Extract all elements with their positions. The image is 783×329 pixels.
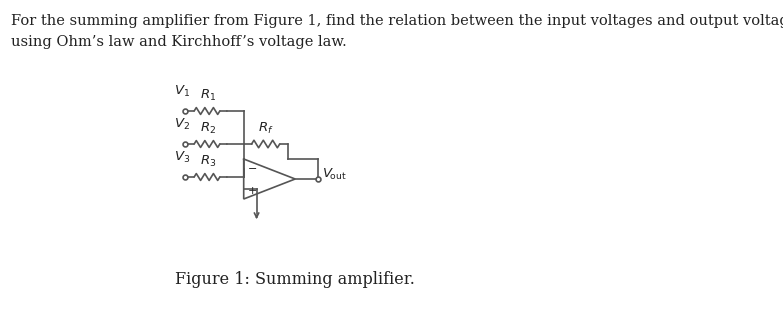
Text: $R_1$: $R_1$	[200, 88, 216, 103]
Text: $-$: $-$	[247, 162, 258, 172]
Text: $V_1$: $V_1$	[175, 84, 190, 99]
Text: $+$: $+$	[247, 186, 258, 196]
Text: $R_3$: $R_3$	[200, 154, 216, 169]
Text: $V_{\!\mathrm{out}}$: $V_{\!\mathrm{out}}$	[322, 166, 346, 182]
Text: $V_3$: $V_3$	[175, 150, 190, 165]
Text: Figure 1: Summing amplifier.: Figure 1: Summing amplifier.	[175, 270, 415, 288]
Text: For the summing amplifier from Figure 1, find the relation between the input vol: For the summing amplifier from Figure 1,…	[11, 14, 783, 49]
Text: $R_f$: $R_f$	[258, 121, 273, 136]
Text: $R_2$: $R_2$	[200, 121, 216, 136]
Text: $V_2$: $V_2$	[175, 117, 190, 132]
